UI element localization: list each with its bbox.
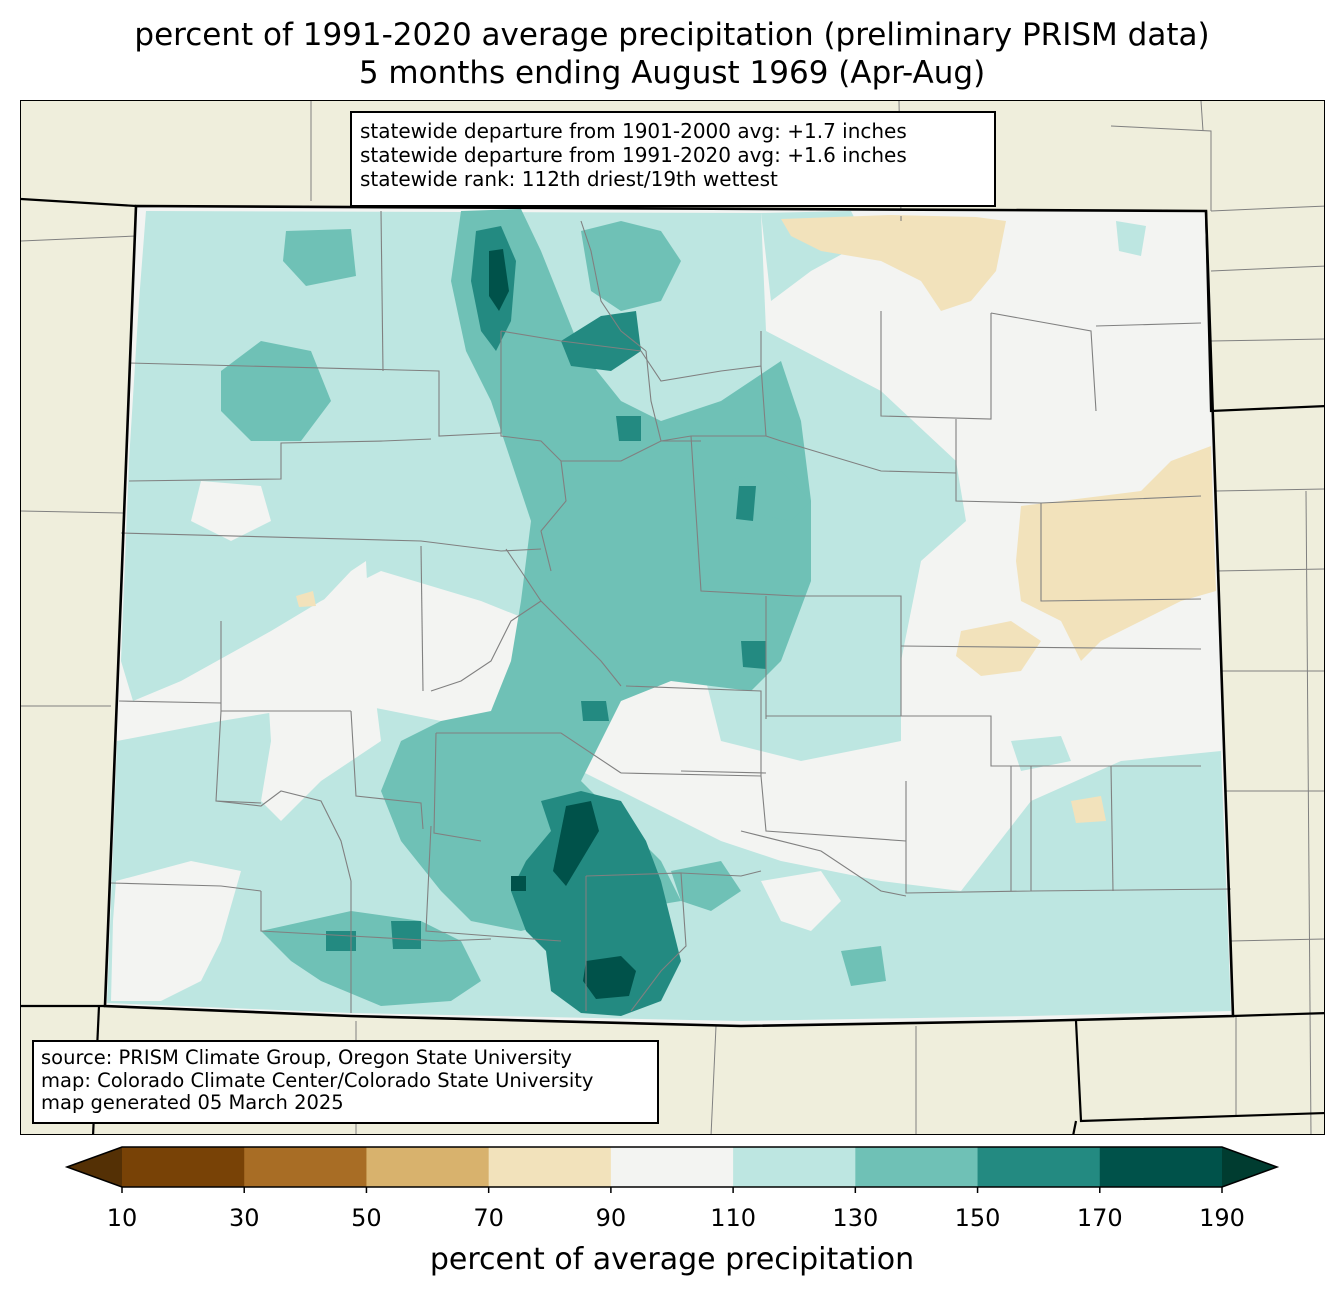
colorbar-segment — [977, 1147, 1101, 1187]
colorbar-tick-label: 90 — [595, 1204, 627, 1232]
map-title: percent of 1991-2020 average precipitati… — [134, 17, 1210, 53]
statewide-stats-box: statewide departure from 1901-2000 avg: … — [350, 111, 996, 207]
colorbar-tick-label: 130 — [832, 1204, 879, 1232]
generated-date-line: map generated 05 March 2025 — [41, 1091, 344, 1114]
colorbar-label: percent of average precipitation — [429, 1242, 915, 1277]
colorbar-tick-label: 70 — [473, 1204, 504, 1232]
colorbar-tick-label: 110 — [710, 1204, 757, 1232]
zone-150-170 — [326, 226, 766, 1016]
colorbar-segment — [244, 1147, 367, 1187]
colorbar-tick-label: 190 — [1199, 1204, 1245, 1232]
source-box: source: PRISM Climate Group, Oregon Stat… — [32, 1040, 659, 1124]
precipitation-map — [20, 100, 1325, 1135]
colorbar-segment — [610, 1147, 734, 1187]
colorbar-tick-label: 170 — [1076, 1204, 1123, 1232]
colorbar-segment — [1099, 1147, 1223, 1187]
colorado-border — [103, 204, 1235, 1028]
colorbar-extend-high — [1222, 1147, 1277, 1187]
source-line: source: PRISM Climate Group, Oregon Stat… — [41, 1046, 572, 1069]
colorbar-extend-low — [67, 1147, 122, 1187]
colorbar-segment — [366, 1147, 490, 1187]
county-lines — [110, 210, 1232, 1013]
colorbar-segment — [122, 1147, 245, 1187]
colorbar-tick-label: 150 — [954, 1204, 1001, 1232]
colorbar-segment — [488, 1147, 612, 1187]
colorbar-tick-label: 30 — [228, 1204, 260, 1232]
zone-70-90 — [296, 215, 1216, 823]
colorbar — [64, 1146, 1280, 1193]
stats-departure-1991-2020: statewide departure from 1991-2020 avg: … — [360, 143, 907, 167]
map-credit-line: map: Colorado Climate Center/Colorado St… — [41, 1068, 594, 1092]
colorbar-segment — [855, 1147, 979, 1187]
stats-departure-1901-2000: statewide departure from 1901-2000 avg: … — [360, 119, 907, 143]
map-subtitle: 5 months ending August 1969 (Apr-Aug) — [358, 55, 986, 91]
colorbar-tick-label: 10 — [106, 1204, 138, 1232]
colorbar-segment — [733, 1147, 856, 1187]
zone-170-190 — [489, 249, 636, 999]
stats-rank: statewide rank: 112th driest/19th wettes… — [360, 167, 778, 191]
colorbar-tick-label: 50 — [351, 1204, 382, 1232]
